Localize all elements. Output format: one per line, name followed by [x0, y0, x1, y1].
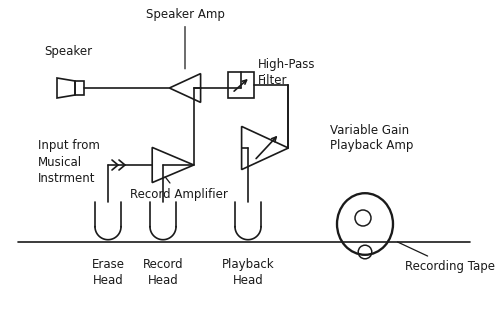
Text: Playback
Head: Playback Head [222, 258, 274, 287]
Text: Speaker: Speaker [44, 45, 92, 58]
Text: High-Pass
Filter: High-Pass Filter [258, 58, 316, 87]
Bar [228, 72, 254, 98]
Text: Input from
Musical
Instrment: Input from Musical Instrment [38, 140, 100, 184]
Text: Speaker Amp: Speaker Amp [146, 8, 224, 69]
Bar [75, 81, 84, 95]
Text: Record
Head: Record Head [142, 258, 184, 287]
Text: Record Amplifier: Record Amplifier [130, 177, 228, 201]
Text: Erase
Head: Erase Head [92, 258, 124, 287]
Text: Recording Tape: Recording Tape [398, 242, 495, 273]
Text: Variable Gain
Playback Amp: Variable Gain Playback Amp [330, 123, 413, 153]
